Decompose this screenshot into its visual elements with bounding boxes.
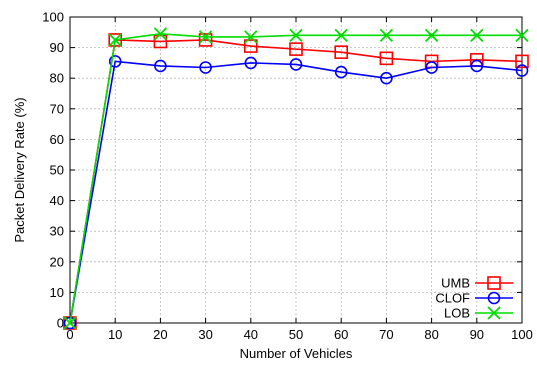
data-point-clof bbox=[154, 59, 167, 73]
x-tick-label: 0 bbox=[66, 327, 73, 342]
data-point-umb bbox=[379, 51, 394, 66]
data-point-clof bbox=[334, 65, 348, 79]
x-tick-label: 10 bbox=[108, 327, 122, 342]
data-point-lob bbox=[515, 28, 529, 42]
series-clof bbox=[63, 55, 529, 330]
data-point-clof bbox=[425, 61, 438, 74]
data-point-umb bbox=[289, 42, 303, 56]
data-point-lob bbox=[198, 30, 213, 44]
data-point-lob bbox=[379, 28, 394, 42]
data-point-umb bbox=[334, 45, 349, 59]
data-point-clof bbox=[515, 64, 529, 77]
legend-marker-umb bbox=[487, 276, 501, 290]
data-point-umb bbox=[515, 54, 529, 69]
data-point-umb bbox=[198, 33, 213, 47]
data-point-clof bbox=[380, 71, 393, 85]
series-line-umb bbox=[69, 39, 523, 324]
series-umb bbox=[63, 33, 529, 330]
data-point-lob bbox=[108, 33, 122, 47]
data-point-lob bbox=[470, 28, 484, 42]
legend-marker-clof bbox=[487, 291, 501, 305]
data-point-lob bbox=[63, 316, 77, 330]
x-tick-label: 30 bbox=[198, 327, 212, 342]
grid bbox=[70, 17, 522, 323]
data-point-umb bbox=[244, 39, 258, 53]
data-point-lob bbox=[153, 27, 168, 41]
axis-ticks: 0 10 20 30 40 50 60 70 80 90 100 0 10 20 30 40 50 60 70 80 9… bbox=[42, 10, 533, 343]
y-tick-label: 0 bbox=[57, 316, 64, 331]
data-point-lob bbox=[289, 28, 303, 42]
y-tick-label: 70 bbox=[50, 101, 64, 116]
y-tick-label: 10 bbox=[50, 285, 64, 300]
data-point-lob bbox=[334, 28, 348, 42]
y-tick-label: 30 bbox=[50, 224, 64, 239]
data-point-lob bbox=[244, 30, 258, 44]
x-tick-label: 20 bbox=[153, 327, 167, 342]
y-tick-label: 50 bbox=[50, 163, 64, 178]
data-point-umb bbox=[153, 34, 168, 49]
x-tick-label: 60 bbox=[334, 327, 348, 342]
data-point-clof bbox=[244, 56, 258, 70]
x-tick-label: 50 bbox=[289, 327, 303, 342]
series bbox=[63, 27, 529, 330]
legend-label-umb: UMB bbox=[441, 276, 470, 291]
series-lob bbox=[63, 27, 529, 330]
y-tick-label: 80 bbox=[50, 71, 64, 86]
data-point-clof bbox=[199, 61, 212, 74]
data-point-clof bbox=[63, 316, 77, 330]
y-axis-label: Packet Delivery Rate (%) bbox=[12, 97, 27, 242]
y-tick-label: 90 bbox=[50, 40, 64, 55]
legend-marker-lob bbox=[487, 306, 501, 320]
y-tick-label: 60 bbox=[50, 132, 64, 147]
y-tick-label: 100 bbox=[42, 10, 64, 25]
data-point-clof bbox=[108, 55, 122, 68]
y-tick-label: 40 bbox=[50, 193, 64, 208]
data-point-clof bbox=[470, 59, 484, 73]
x-axis-label: Number of Vehicles bbox=[240, 346, 353, 361]
x-tick-label: 100 bbox=[511, 327, 533, 342]
legend-label-lob: LOB bbox=[444, 306, 470, 321]
x-tick-label: 90 bbox=[470, 327, 484, 342]
data-point-clof bbox=[289, 58, 303, 71]
x-tick-label: 80 bbox=[424, 327, 438, 342]
legend-label-clof: CLOF bbox=[435, 291, 470, 306]
data-point-umb bbox=[108, 33, 122, 47]
series-line-clof bbox=[69, 60, 523, 324]
y-tick-label: 20 bbox=[50, 254, 64, 269]
data-point-lob bbox=[424, 28, 439, 42]
x-tick-label: 40 bbox=[244, 327, 258, 342]
x-tick-label: 70 bbox=[379, 327, 393, 342]
